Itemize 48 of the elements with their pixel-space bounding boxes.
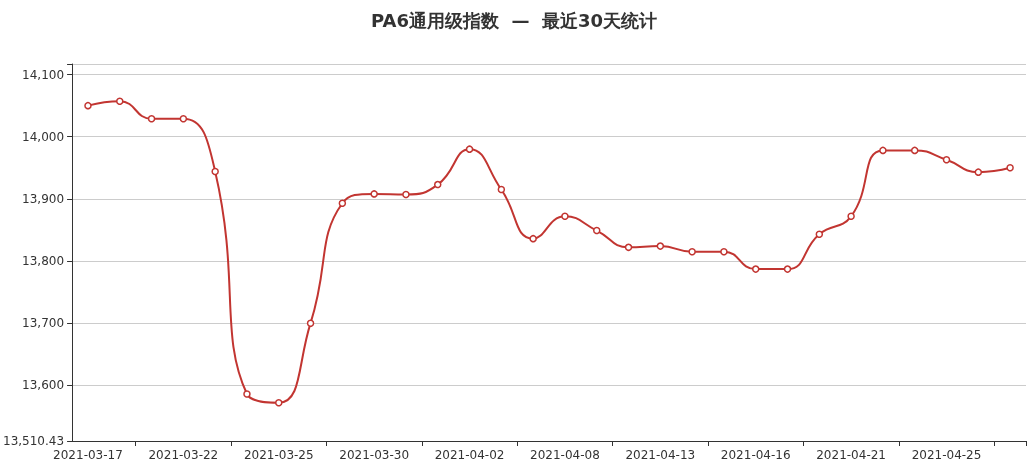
chart-title: PA6通用级指数 — 最近30天统计 bbox=[370, 9, 658, 31]
point bbox=[561, 212, 569, 221]
point bbox=[434, 180, 442, 189]
x-tick-label: 2021-04-08 bbox=[530, 448, 600, 462]
point bbox=[147, 114, 156, 123]
x-tick-label: 2021-04-02 bbox=[434, 448, 505, 462]
point bbox=[879, 146, 887, 155]
point bbox=[942, 155, 951, 164]
x-tick-label: 2021-03-30 bbox=[339, 448, 410, 462]
x-tick-label: 2021-04-25 bbox=[911, 448, 982, 462]
y-tick-label: 13,600 bbox=[22, 378, 65, 393]
point bbox=[306, 319, 315, 327]
point bbox=[815, 230, 824, 239]
y-tick-label: 13,800 bbox=[22, 254, 65, 269]
point bbox=[465, 145, 474, 153]
point bbox=[720, 247, 728, 256]
x-tick-label: 2021-04-16 bbox=[720, 448, 791, 462]
point bbox=[592, 226, 601, 235]
point bbox=[847, 212, 855, 221]
point bbox=[624, 243, 633, 252]
x-tick-label: 2021-03-25 bbox=[243, 448, 314, 462]
y-tick-label: 14,000 bbox=[22, 129, 65, 144]
point bbox=[338, 199, 347, 207]
point bbox=[243, 390, 251, 398]
point bbox=[783, 265, 792, 273]
point bbox=[910, 146, 919, 155]
point bbox=[529, 234, 537, 243]
point bbox=[497, 185, 506, 194]
point bbox=[84, 101, 92, 110]
y-tick-label: 13,900 bbox=[22, 191, 65, 206]
y-tick-label: 14,100 bbox=[22, 67, 65, 82]
point bbox=[402, 190, 410, 199]
x-tick-label: 2021-03-22 bbox=[148, 448, 219, 462]
point bbox=[275, 398, 283, 407]
y-tick-label: 13,700 bbox=[22, 316, 65, 331]
point bbox=[211, 167, 219, 176]
x-tick-label: 2021-04-13 bbox=[625, 448, 696, 462]
point bbox=[751, 265, 760, 273]
point bbox=[370, 190, 378, 198]
point bbox=[116, 97, 124, 106]
y-tick-label: 13,510.43 bbox=[2, 434, 65, 448]
x-tick-label: 2021-03-17 bbox=[53, 448, 123, 462]
point bbox=[974, 168, 983, 176]
point bbox=[1006, 164, 1014, 172]
point bbox=[656, 242, 665, 250]
x-tick-label: 2021-04-21 bbox=[816, 448, 886, 462]
point bbox=[688, 247, 696, 256]
point bbox=[179, 114, 188, 123]
